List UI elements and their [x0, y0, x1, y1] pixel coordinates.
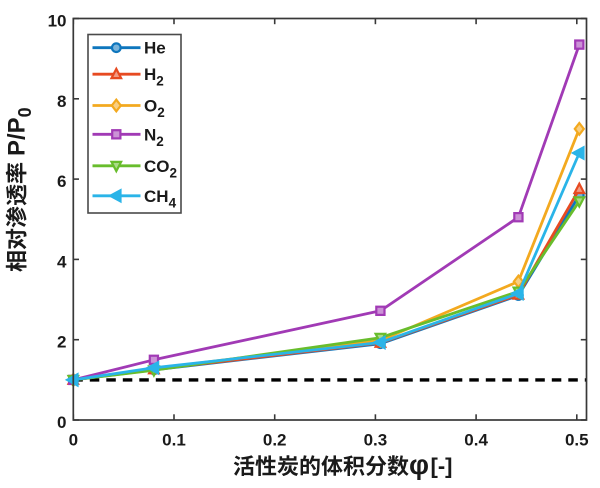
svg-text:6: 6	[57, 172, 66, 191]
svg-text:0.2: 0.2	[263, 431, 287, 450]
svg-text:0: 0	[57, 413, 66, 432]
svg-text:0.1: 0.1	[162, 431, 186, 450]
svg-text:4: 4	[57, 252, 67, 271]
svg-text:10: 10	[48, 12, 67, 31]
svg-text:0: 0	[69, 431, 78, 450]
svg-text:0.4: 0.4	[464, 431, 488, 450]
svg-text:CH4: CH4	[144, 187, 177, 211]
svg-text:0.3: 0.3	[364, 431, 388, 450]
svg-text:CO2: CO2	[144, 157, 177, 181]
svg-text:0.5: 0.5	[565, 431, 589, 450]
svg-text:8: 8	[57, 92, 66, 111]
svg-text:2: 2	[57, 333, 66, 352]
svg-text:φ: φ	[409, 449, 429, 480]
svg-text:He: He	[144, 39, 166, 58]
svg-text:[-]: [-]	[431, 454, 453, 479]
